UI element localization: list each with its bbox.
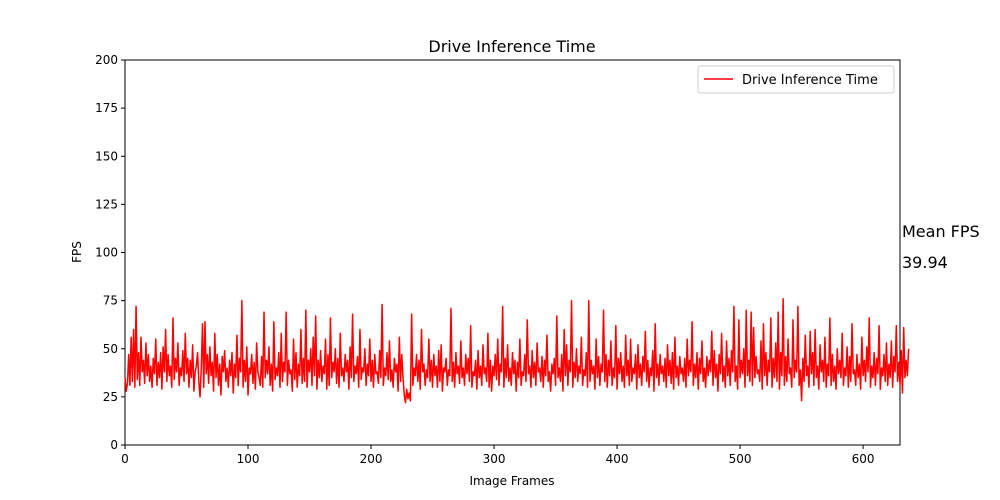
y-tick-label: 0 [110,438,118,452]
legend-label: Drive Inference Time [742,73,878,88]
x-tick-label: 600 [852,452,875,466]
mean-fps-value: 39.94 [902,253,948,272]
y-axis-label: FPS [70,241,84,263]
y-tick-label: 100 [95,246,118,260]
y-tick-label: 125 [95,197,118,211]
legend-box [697,65,895,94]
x-axis-ticks: 0 100 200 300 400 500 600 [121,445,875,466]
y-axis-ticks: 0 25 50 75 100 125 150 175 200 [95,53,125,452]
y-tick-label: 175 [95,101,118,115]
y-tick-label: 150 [95,149,118,163]
series-line-drive-inference-time [124,297,910,404]
plot-frame [124,59,901,446]
legend: Drive Inference Time [697,65,895,94]
x-tick-label: 500 [729,452,752,466]
y-tick-label: 75 [103,294,118,308]
chart-title: Drive Inference Time [428,37,595,56]
mean-fps-label: Mean FPS [902,222,980,241]
x-tick-label: 0 [121,452,129,466]
x-tick-label: 300 [483,452,506,466]
x-tick-label: 200 [360,452,383,466]
x-tick-label: 400 [606,452,629,466]
x-axis-label: Image Frames [469,474,554,488]
x-tick-label: 100 [237,452,260,466]
y-tick-label: 50 [103,342,118,356]
plot-area [124,59,910,446]
y-tick-label: 25 [103,390,118,404]
y-tick-label: 200 [95,53,118,67]
